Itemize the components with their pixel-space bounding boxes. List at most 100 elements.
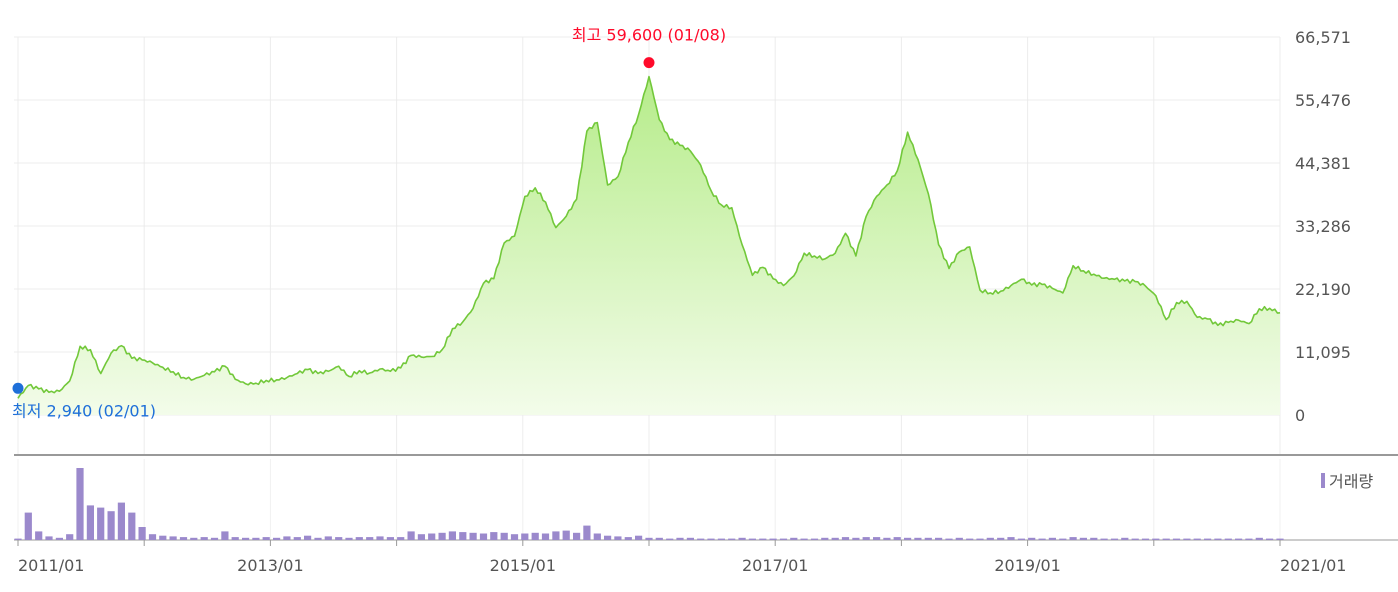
y-tick-label: 0 — [1295, 406, 1305, 425]
volume-bar — [924, 537, 932, 540]
volume-bar — [779, 538, 788, 540]
volume-bar — [552, 531, 560, 540]
volume-bar — [335, 537, 343, 540]
volume-bar — [1245, 538, 1253, 540]
volume-bar — [210, 537, 219, 540]
volume-bar — [148, 534, 157, 540]
volume-bar — [376, 536, 384, 540]
volume-bar — [976, 538, 984, 540]
volume-bar — [1235, 538, 1243, 540]
volume-bar — [852, 537, 860, 540]
volume-bar — [635, 535, 643, 540]
volume-bar — [407, 531, 415, 540]
min-price-label: 최저 2,940 (02/01) — [12, 401, 156, 420]
volume-bar — [1204, 538, 1212, 540]
volume-bar — [1121, 537, 1129, 540]
volume-bar — [707, 538, 715, 540]
y-axis-ticks: 0 11,095 22,190 33,286 44,381 55,476 66,571 — [1295, 28, 1351, 425]
volume-bar — [945, 538, 953, 540]
volume-bar — [841, 537, 850, 540]
volume-bar — [200, 537, 208, 540]
volume-bar — [221, 531, 229, 540]
volume-bar — [821, 537, 829, 540]
y-tick-label: 33,286 — [1295, 217, 1351, 236]
volume-bar — [790, 537, 798, 540]
volume-bar — [573, 532, 581, 540]
volume-bar — [128, 512, 136, 540]
volume-bar — [190, 537, 198, 540]
volume-bar — [86, 505, 94, 540]
volume-bar — [521, 533, 529, 540]
volume-bar — [666, 538, 674, 540]
volume-bars — [14, 468, 1284, 540]
volume-bar — [35, 531, 43, 540]
volume-bar — [273, 537, 281, 540]
volume-bar — [159, 535, 167, 540]
x-tick-label: 2019/01 — [994, 556, 1060, 575]
volume-bar — [914, 537, 922, 540]
volume-bar — [893, 537, 901, 540]
volume-bar — [283, 536, 291, 540]
volume-bar — [117, 502, 125, 540]
volume-bar — [14, 538, 22, 540]
volume-bar — [97, 507, 105, 540]
volume-bar — [1079, 537, 1087, 540]
volume-bar — [1069, 537, 1077, 540]
volume-bar — [1276, 538, 1284, 540]
volume-bar — [510, 534, 519, 540]
volume-bar — [966, 538, 974, 540]
volume-bar — [738, 537, 746, 540]
volume-bar — [541, 533, 550, 540]
volume-bar — [293, 537, 301, 540]
volume-legend: 거래량 — [1321, 472, 1373, 491]
x-tick-label: 2017/01 — [742, 556, 808, 575]
volume-bar — [862, 537, 870, 540]
max-price-label: 최고 59,600 (01/08) — [572, 26, 726, 45]
volume-bar — [728, 538, 736, 540]
x-axis-ticks: 2011/01 2013/01 2015/01 2017/01 2019/01 2021/… — [18, 556, 1346, 575]
y-tick-label: 66,571 — [1295, 28, 1351, 47]
max-price-marker — [643, 57, 655, 69]
volume-bar — [1162, 538, 1170, 540]
volume-bar — [45, 536, 53, 540]
volume-bar — [531, 532, 539, 540]
volume-bar — [1038, 538, 1046, 540]
volume-bar — [562, 530, 570, 540]
volume-bar — [593, 533, 601, 540]
volume-bar — [583, 525, 591, 540]
volume-bar — [1172, 538, 1181, 540]
volume-bar — [428, 533, 436, 540]
price-area — [17, 75, 1281, 415]
volume-bar — [397, 537, 405, 540]
volume-bar — [810, 538, 819, 540]
volume-bar — [614, 536, 622, 540]
volume-bar — [107, 511, 115, 540]
volume-bar — [76, 468, 84, 540]
x-tick-label: 2013/01 — [237, 556, 303, 575]
volume-bar — [459, 532, 467, 540]
volume-bar — [645, 537, 653, 540]
volume-bar — [873, 537, 881, 540]
volume-bar — [624, 537, 632, 540]
volume-bar — [1152, 538, 1160, 540]
volume-bar — [1193, 538, 1201, 540]
volume-bar — [1141, 538, 1150, 540]
y-tick-label: 55,476 — [1295, 91, 1351, 110]
x-tick-label: 2015/01 — [490, 556, 556, 575]
volume-bar — [55, 537, 63, 540]
volume-bar — [304, 535, 312, 540]
volume-bar — [262, 537, 270, 540]
volume-bar — [1214, 538, 1222, 540]
volume-bar — [1048, 537, 1056, 540]
volume-legend-label: 거래량 — [1329, 472, 1373, 491]
volume-bar — [697, 538, 705, 540]
volume-bar — [1007, 537, 1015, 540]
volume-bar — [883, 537, 891, 540]
volume-bar — [324, 536, 332, 540]
volume-bar — [231, 537, 239, 540]
volume-bar — [769, 538, 777, 540]
volume-bar — [686, 537, 694, 540]
volume-bar — [66, 534, 74, 540]
price-area-fill — [18, 76, 1280, 415]
